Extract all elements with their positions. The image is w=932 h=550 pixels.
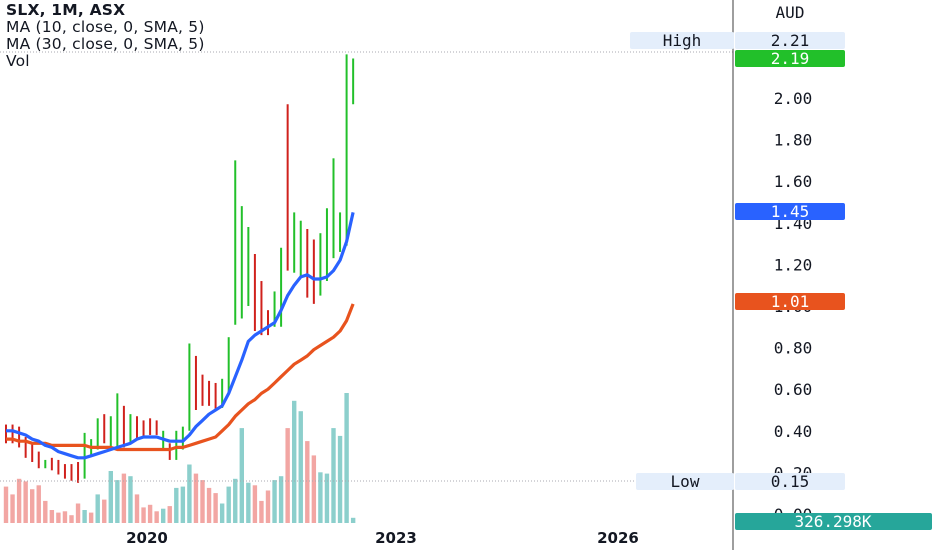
volume-bar bbox=[69, 515, 74, 523]
volume-bar bbox=[108, 471, 113, 523]
volume-value-label-bg bbox=[735, 513, 932, 530]
volume-bar bbox=[318, 472, 323, 523]
low-label-bg bbox=[636, 473, 734, 490]
y-tick-label: 0.60 bbox=[774, 380, 813, 399]
ma10-value-label: 1.45 bbox=[771, 202, 810, 221]
volume-bar bbox=[56, 512, 61, 523]
high-value-bg bbox=[735, 32, 845, 49]
volume-bar bbox=[324, 473, 330, 523]
ma30-legend: MA (30, close, 0, SMA, 5) bbox=[6, 35, 205, 53]
volume-bar bbox=[305, 441, 310, 523]
volume-bar bbox=[75, 503, 81, 523]
volume-bar bbox=[298, 411, 303, 523]
chart-legend: SLX, 1M, ASX MA (10, close, 0, SMA, 5) M… bbox=[6, 2, 205, 70]
volume-value-label: 326.298K bbox=[794, 512, 871, 531]
y-tick-label: 1.20 bbox=[774, 255, 813, 274]
volume-bar bbox=[226, 486, 231, 523]
volume-bar bbox=[180, 486, 186, 523]
volume-bar bbox=[36, 485, 41, 523]
volume-bar bbox=[331, 428, 336, 523]
high-label-bg bbox=[630, 32, 734, 49]
volume-bar bbox=[292, 400, 297, 523]
ma30-line bbox=[6, 303, 355, 452]
volume-bars bbox=[3, 393, 356, 523]
volume-bar bbox=[193, 473, 199, 523]
volume-bar bbox=[147, 504, 153, 523]
volume-bar bbox=[121, 473, 127, 523]
y-tick-label: 1.80 bbox=[774, 131, 813, 150]
ma10-legend: MA (10, close, 0, SMA, 5) bbox=[6, 18, 205, 36]
volume-bar bbox=[311, 455, 317, 523]
volume-bar bbox=[62, 511, 68, 523]
y-tick-label: 2.00 bbox=[774, 89, 813, 108]
volume-bar bbox=[49, 510, 55, 523]
low-value-bg bbox=[735, 473, 845, 490]
volume-bar bbox=[265, 490, 271, 523]
volume-bar bbox=[30, 489, 35, 523]
volume-bar bbox=[23, 481, 28, 523]
volume-bar bbox=[115, 480, 120, 523]
high-label: High bbox=[663, 31, 702, 50]
volume-bar bbox=[272, 480, 277, 523]
high-value: 2.21 bbox=[771, 31, 810, 50]
volume-bar bbox=[350, 517, 356, 523]
price-axis[interactable]: AUD0.000.200.400.600.801.001.201.401.601… bbox=[774, 3, 813, 524]
low-value: 0.15 bbox=[771, 472, 810, 491]
y-tick-label: 0.80 bbox=[774, 339, 813, 358]
ma10-line bbox=[6, 212, 355, 460]
ma30-value-label: 1.01 bbox=[771, 292, 810, 311]
volume-bar bbox=[259, 500, 264, 523]
volume-bar bbox=[285, 428, 290, 523]
currency-label: AUD bbox=[776, 3, 805, 22]
y-tick-label: 1.60 bbox=[774, 172, 813, 191]
ohlc-bars bbox=[5, 54, 355, 483]
ma10-value-label-bg bbox=[735, 203, 845, 220]
volume-bar bbox=[3, 486, 9, 523]
volume-bar bbox=[344, 393, 349, 523]
low-label: Low bbox=[671, 472, 700, 491]
volume-bar bbox=[43, 500, 48, 523]
symbol-title: SLX, 1M, ASX bbox=[6, 1, 126, 19]
volume-bar bbox=[102, 499, 107, 523]
time-axis[interactable]: 2020 2023 2026 bbox=[126, 529, 639, 547]
volume-bar bbox=[213, 493, 218, 523]
volume-bar bbox=[278, 476, 284, 523]
volume-bar bbox=[252, 485, 258, 523]
y-tick-label: 0.40 bbox=[774, 422, 813, 441]
volume-bar bbox=[219, 503, 225, 523]
volume-bar bbox=[337, 435, 343, 523]
volume-bar bbox=[246, 482, 251, 523]
volume-bar bbox=[10, 494, 15, 523]
volume-bar bbox=[95, 494, 100, 523]
volume-bar bbox=[88, 512, 94, 523]
volume-bar bbox=[174, 487, 179, 523]
volume-bar bbox=[16, 478, 22, 523]
volume-bar bbox=[200, 480, 205, 523]
volume-bar bbox=[233, 478, 238, 523]
last-price-label: 2.19 bbox=[771, 49, 810, 68]
volume-bar bbox=[82, 510, 87, 523]
volume-bar bbox=[154, 511, 159, 523]
volume-bar bbox=[239, 428, 244, 523]
x-tick-label: 2020 bbox=[126, 529, 168, 547]
volume-bar bbox=[161, 508, 166, 523]
price-labels: High 2.212.19 1.45 1.01 Low 0.15 326.298K bbox=[630, 31, 932, 531]
last-price-label-bg bbox=[735, 50, 845, 67]
volume-bar bbox=[187, 464, 192, 523]
volume-bar bbox=[134, 494, 140, 523]
volume-legend: Vol bbox=[6, 52, 30, 70]
volume-bar bbox=[128, 476, 133, 523]
volume-bar bbox=[167, 506, 172, 523]
x-tick-label: 2026 bbox=[597, 529, 639, 547]
volume-bar bbox=[206, 487, 212, 523]
volume-bar bbox=[141, 507, 146, 523]
ma30-value-label-bg bbox=[735, 293, 845, 310]
x-tick-label: 2023 bbox=[375, 529, 417, 547]
